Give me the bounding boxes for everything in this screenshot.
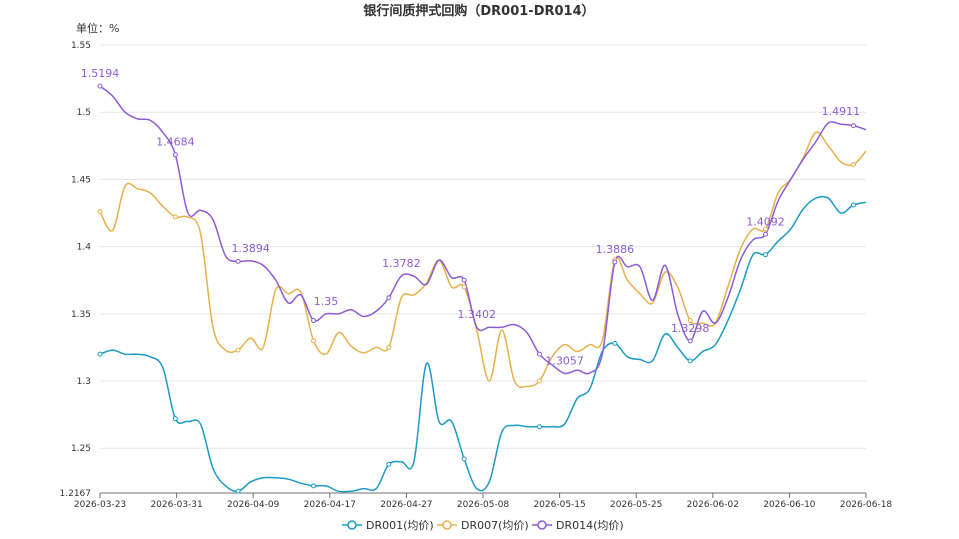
series-line-dr014 <box>99 85 867 375</box>
x-tick-label: 2026-04-17 <box>304 500 356 510</box>
data-point-marker <box>850 123 856 129</box>
legend-label: DR007(均价) <box>461 519 529 532</box>
data-point-marker <box>310 318 316 324</box>
data-markers <box>97 83 856 494</box>
y-tick-label: 1.2167 <box>60 489 92 499</box>
data-point-marker <box>537 351 543 357</box>
y-tick-label: 1.3 <box>77 377 91 387</box>
x-tick-label: 2026-03-31 <box>150 500 202 510</box>
data-point-marker <box>850 162 856 168</box>
series-line-dr001 <box>99 195 867 493</box>
data-label: 1.3782 <box>382 257 421 270</box>
data-label: 1.35 <box>314 295 339 308</box>
data-point-marker <box>235 347 241 353</box>
data-point-marker <box>97 209 103 215</box>
data-point-marker <box>172 214 178 220</box>
chart-title: 银行间质押式回购（DR001-DR014） <box>363 3 594 19</box>
data-point-marker <box>310 338 316 344</box>
x-tick-label: 2026-04-09 <box>227 500 280 510</box>
y-tick-label: 1.4 <box>77 243 92 253</box>
data-point-marker <box>235 258 241 264</box>
x-tick-label: 2026-06-02 <box>687 500 739 510</box>
data-point-marker <box>461 277 467 283</box>
data-point-marker <box>97 83 103 89</box>
y-tick-label: 1.25 <box>71 444 91 454</box>
data-point-marker <box>537 378 543 384</box>
data-point-marker <box>687 318 693 324</box>
data-label: 1.4911 <box>822 105 861 118</box>
data-label: 1.3402 <box>457 308 496 321</box>
data-point-marker <box>235 488 241 494</box>
data-point-marker <box>310 483 316 489</box>
data-point-marker <box>763 231 769 237</box>
legend-item[interactable]: DR001(均价) <box>342 519 434 532</box>
data-label: 1.3298 <box>671 322 710 335</box>
data-point-marker <box>687 338 693 344</box>
grid-lines <box>100 44 866 449</box>
data-point-marker <box>612 259 618 265</box>
data-point-marker <box>763 252 769 258</box>
data-point-marker <box>172 416 178 422</box>
data-label: 1.3894 <box>231 242 270 255</box>
x-tick-label: 2026-05-25 <box>610 500 662 510</box>
data-point-marker <box>386 461 392 467</box>
x-tick-label: 2026-06-18 <box>840 500 893 510</box>
data-label: 1.4092 <box>746 215 785 228</box>
legend-item[interactable]: DR007(均价) <box>437 519 529 532</box>
legend-circle-icon <box>442 520 452 530</box>
axes: 1.55 1.5 1.45 1.4 1.35 1.3 1.25 1.21672026-03-2… <box>60 41 893 510</box>
series-line-dr007 <box>99 131 867 388</box>
data-point-marker <box>850 202 856 208</box>
data-point-marker <box>172 152 178 158</box>
data-label: 1.3886 <box>596 243 635 256</box>
data-point-marker <box>461 284 467 290</box>
y-tick-label: 1.35 <box>71 310 91 320</box>
series-lines <box>99 85 867 493</box>
x-tick-label: 2026-03-23 <box>74 500 126 510</box>
y-tick-label: 1.55 <box>71 41 91 51</box>
data-point-marker <box>612 340 618 346</box>
data-point-marker <box>386 295 392 301</box>
data-label: 1.3057 <box>545 354 584 367</box>
y-tick-label: 1.5 <box>77 108 91 118</box>
legend-label: DR014(均价) <box>556 519 624 532</box>
x-tick-label: 2026-04-27 <box>380 500 432 510</box>
legend-label: DR001(均价) <box>366 519 434 532</box>
data-point-marker <box>537 424 543 430</box>
x-tick-label: 2026-06-10 <box>763 500 816 510</box>
x-tick-label: 2026-05-08 <box>457 500 510 510</box>
data-label: 1.4684 <box>156 136 195 149</box>
y-tick-label: 1.45 <box>71 175 91 185</box>
data-point-marker <box>763 226 769 232</box>
data-point-marker <box>687 358 693 364</box>
data-point-marker <box>386 344 392 350</box>
legend-item[interactable]: DR014(均价) <box>532 519 624 532</box>
x-tick-label: 2026-05-15 <box>533 500 585 510</box>
data-labels: 1.5194 1.4684 1.3894 1.35 1.3782 1.3402 1.3057… <box>81 67 860 367</box>
data-label: 1.5194 <box>81 67 120 80</box>
legend-circle-icon <box>537 520 547 530</box>
legend-circle-icon <box>347 520 357 530</box>
legend: DR001(均价) DR007(均价) DR014(均价) <box>342 519 624 532</box>
unit-label: 单位：% <box>76 21 119 35</box>
data-point-marker <box>461 456 467 462</box>
data-point-marker <box>97 351 103 357</box>
